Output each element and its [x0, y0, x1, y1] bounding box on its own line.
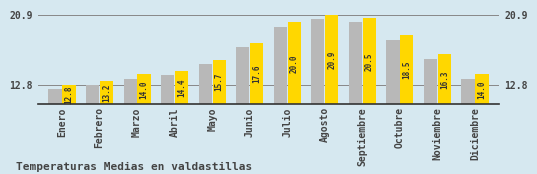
Text: 20.0: 20.0 — [290, 54, 299, 73]
Text: 20.9: 20.9 — [327, 50, 336, 69]
Bar — [86, 85, 99, 174]
Text: 18.5: 18.5 — [402, 61, 411, 79]
Bar — [362, 18, 376, 174]
Bar — [461, 78, 475, 174]
Bar — [274, 27, 287, 174]
Text: Temperaturas Medias en valdastillas: Temperaturas Medias en valdastillas — [16, 162, 252, 172]
Text: 17.6: 17.6 — [252, 65, 261, 83]
Bar — [288, 22, 301, 174]
Bar — [48, 89, 62, 174]
Bar — [199, 64, 212, 174]
Text: 12.8: 12.8 — [64, 85, 74, 104]
Text: 15.7: 15.7 — [215, 73, 223, 91]
Bar — [475, 74, 489, 174]
Bar — [387, 40, 400, 174]
Bar — [100, 81, 113, 174]
Bar — [424, 59, 437, 174]
Text: 14.4: 14.4 — [177, 78, 186, 97]
Bar — [137, 74, 150, 174]
Bar — [236, 48, 249, 174]
Bar — [400, 35, 413, 174]
Bar — [311, 19, 324, 174]
Bar — [175, 71, 188, 174]
Text: 13.2: 13.2 — [102, 84, 111, 102]
Bar — [213, 60, 226, 174]
Bar — [250, 43, 263, 174]
Text: 14.0: 14.0 — [140, 80, 149, 98]
Bar — [161, 75, 175, 174]
Bar — [62, 85, 76, 174]
Text: 16.3: 16.3 — [440, 70, 449, 89]
Bar — [438, 54, 451, 174]
Text: 14.0: 14.0 — [477, 80, 487, 98]
Bar — [325, 15, 338, 174]
Bar — [349, 22, 362, 174]
Text: 20.5: 20.5 — [365, 52, 374, 70]
Bar — [124, 78, 137, 174]
